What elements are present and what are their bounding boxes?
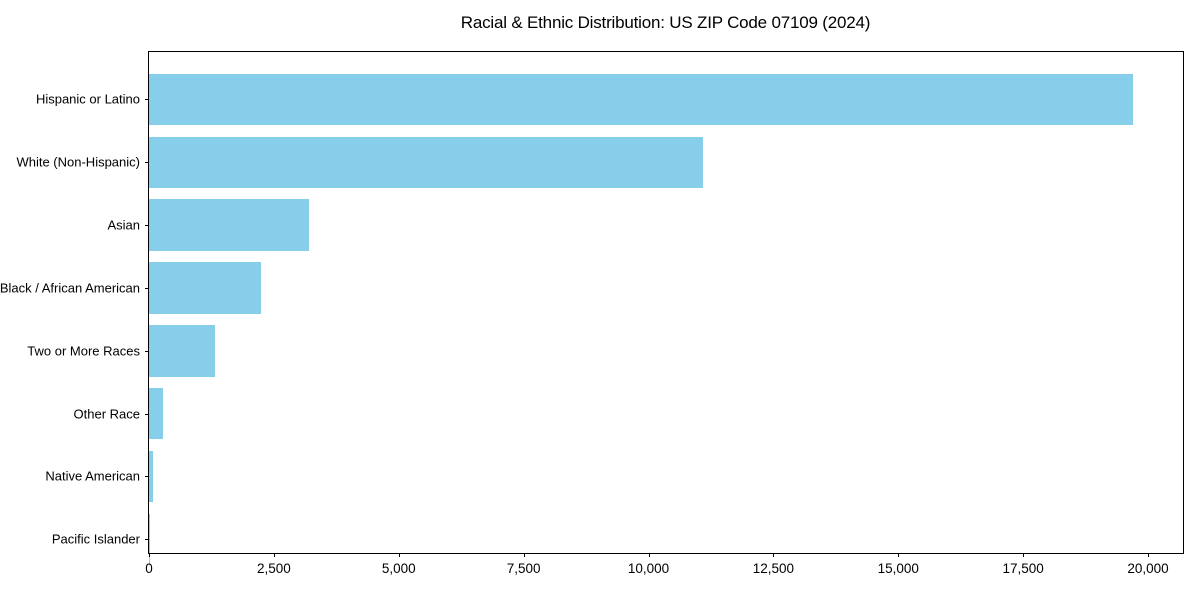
y-tick-label: Hispanic or Latino bbox=[35, 91, 140, 107]
x-tick-label: 5,000 bbox=[381, 561, 416, 576]
x-tick-mark bbox=[1148, 553, 1150, 557]
x-tick-mark bbox=[149, 553, 150, 557]
x-tick-label: 10,000 bbox=[627, 561, 670, 576]
x-tick-mark bbox=[898, 553, 900, 557]
y-tick-label: Pacific Islander bbox=[51, 531, 140, 547]
x-tick-label: 17,500 bbox=[1002, 561, 1044, 576]
x-tick-label: 2,500 bbox=[256, 561, 291, 576]
chart-title: Racial & Ethnic Distribution: US ZIP Cod… bbox=[460, 13, 871, 32]
bar-two-or-more-races bbox=[149, 325, 215, 377]
bar-asian bbox=[149, 199, 309, 251]
y-tick-mark bbox=[145, 350, 149, 352]
bar-native-american bbox=[149, 450, 154, 503]
x-tick-mark bbox=[398, 553, 400, 557]
y-tick-label: Asian bbox=[107, 217, 140, 233]
x-tick-label: 15,000 bbox=[877, 561, 919, 576]
x-tick-mark bbox=[648, 553, 650, 557]
x-tick-mark bbox=[273, 553, 275, 557]
x-tick-label: 20,000 bbox=[1127, 561, 1169, 576]
y-tick-label: Native American bbox=[45, 468, 140, 484]
y-tick-mark bbox=[145, 225, 149, 227]
y-tick-label: Two or More Races bbox=[27, 343, 140, 359]
plot-area: Hispanic or Latino White (Non-Hispanic) As… bbox=[0, 51, 1184, 576]
y-tick-label: Black / African American bbox=[0, 280, 140, 296]
y-tick-mark bbox=[145, 413, 149, 415]
bar-white-non-hispanic bbox=[149, 136, 704, 189]
y-tick-mark bbox=[145, 539, 149, 541]
y-tick-mark bbox=[145, 162, 149, 164]
x-tick-label: 12,500 bbox=[752, 561, 795, 576]
x-tick-mark bbox=[523, 553, 525, 557]
x-tick-label: 7,500 bbox=[506, 561, 541, 576]
y-tick-label: White (Non-Hispanic) bbox=[16, 154, 140, 170]
x-tick-mark bbox=[1023, 553, 1025, 557]
y-tick-mark bbox=[145, 476, 149, 478]
bar-other-race bbox=[149, 387, 163, 440]
y-tick-mark bbox=[145, 287, 149, 289]
bar-hispanic-or-latino bbox=[149, 73, 1134, 126]
y-tick-label: Other Race bbox=[73, 406, 140, 422]
y-tick-mark bbox=[145, 99, 149, 101]
x-tick-label: 0 bbox=[145, 561, 153, 576]
bar-black-african-american bbox=[149, 262, 262, 314]
x-tick-mark bbox=[773, 553, 775, 557]
